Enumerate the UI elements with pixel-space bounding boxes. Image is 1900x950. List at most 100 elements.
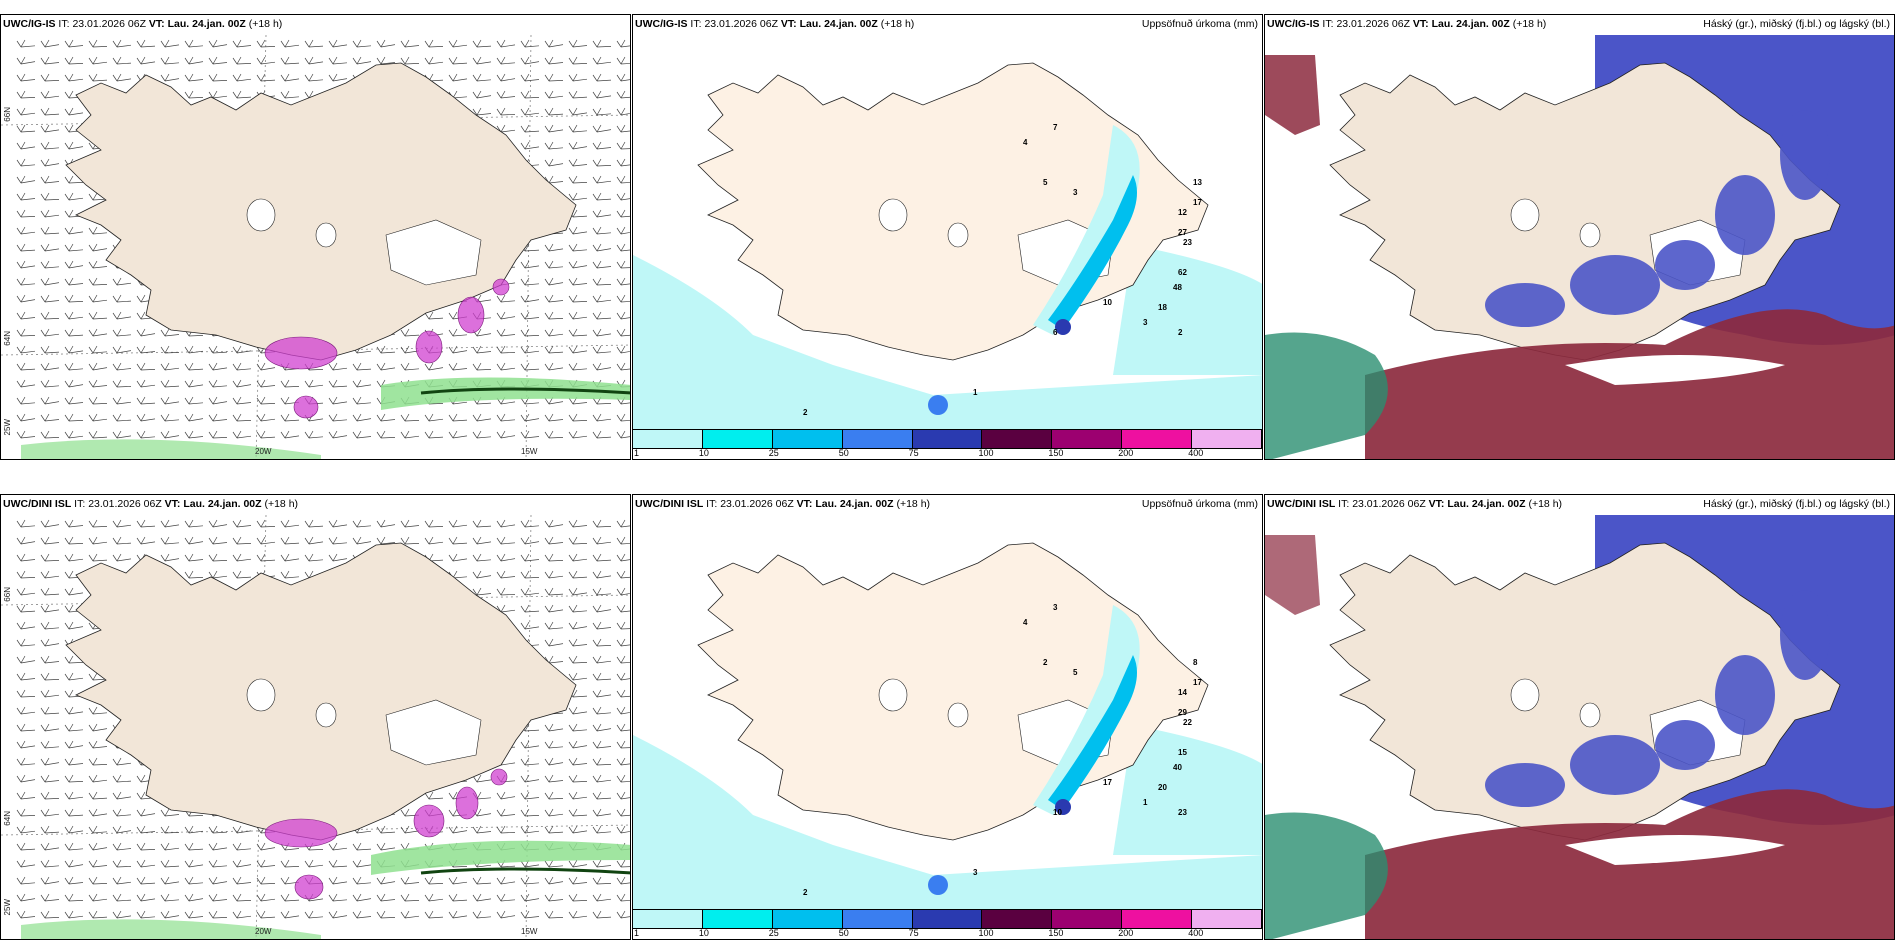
wind-barb [592,604,612,613]
wind-barb [448,519,468,528]
wind-barb [16,209,36,218]
wind-barb [616,638,630,647]
precip-peak [928,395,948,415]
wind-barb [88,825,108,834]
wind-barb [544,277,564,286]
snow-area [457,296,485,334]
wind-barb [232,90,252,99]
wind-barb [280,39,300,48]
wind-barb [112,893,132,902]
wind-barb [472,107,492,116]
wind-barb [160,379,180,388]
wind-barb [544,791,564,800]
wind-barb [40,587,60,596]
wind-barb [304,519,324,528]
cloud-mid-patch [1780,110,1830,200]
wind-barb [520,73,540,82]
wind-barb [160,910,180,919]
snow-area [264,818,338,848]
clear-sky-area [1565,835,1785,865]
wind-barb [16,587,36,596]
wind-barb [16,277,36,286]
wind-barb [64,842,84,851]
wind-barb [616,740,630,749]
wind-barb [616,430,630,439]
wind-barb [232,910,252,919]
wind-barb [520,294,540,303]
wind-barb [184,39,204,48]
wind-barb [16,519,36,528]
wind-barb [616,328,630,337]
wind-barb [16,90,36,99]
rain-core [420,387,630,395]
wind-barb [88,430,108,439]
wind-barb [16,604,36,613]
wind-barb [520,124,540,133]
precip-area [1048,175,1137,330]
wind-barb [40,842,60,851]
wind-barb [184,56,204,65]
wind-barb [376,430,396,439]
wind-barb [568,774,588,783]
wind-barb [64,757,84,766]
wind-barb [160,825,180,834]
wind-barb [400,328,420,337]
wind-barb [520,910,540,919]
wind-barb [136,842,156,851]
wind-barb [208,430,228,439]
legend-swatch [912,430,983,448]
wind-barb [400,362,420,371]
wind-barb [64,791,84,800]
wind-barb [472,536,492,545]
wind-barb [592,825,612,834]
wind-barb [40,396,60,405]
wind-barb [136,910,156,919]
wind-barb [256,519,276,528]
wind-barb [40,791,60,800]
wind-barb [544,73,564,82]
wind-barb [520,413,540,422]
wind-barb [400,536,420,545]
wind-barb [16,430,36,439]
wind-barb [520,345,540,354]
precip-value-label: 18 [1158,303,1167,312]
wind-barb [496,808,516,817]
wind-barb [616,141,630,150]
wind-barb [136,345,156,354]
wind-barb [160,396,180,405]
wind-barb [16,740,36,749]
wind-barb [352,910,372,919]
wind-barb [40,706,60,715]
wind-barb [88,277,108,286]
panel-subtitle: Uppsöfnuð úrkoma (mm) [1141,18,1258,30]
wind-barb [520,740,540,749]
wind-barb [208,379,228,388]
wind-barb [424,430,444,439]
wind-barb [568,311,588,320]
wind-barb [112,430,132,439]
wind-barb [592,294,612,303]
wind-barb [64,910,84,919]
lat-label: 66N [3,107,12,122]
wind-barb [424,536,444,545]
wind-barb [16,621,36,630]
wind-barb [136,536,156,545]
wind-barb [208,413,228,422]
wind-barb [256,430,276,439]
wind-barb [184,536,204,545]
legend-swatch [772,430,843,448]
wind-barb [616,90,630,99]
precip-peak [1055,799,1071,815]
wind-barb [544,757,564,766]
iceland-coastline [1329,62,1841,361]
wind-barb [328,73,348,82]
wind-barb [616,536,630,545]
wind-barb [616,39,630,48]
wind-barb [544,345,564,354]
rain-core [420,867,630,875]
wind-barb [616,294,630,303]
wind-barb [184,825,204,834]
wind-barb [424,910,444,919]
wind-barb [472,570,492,579]
wind-barb [592,740,612,749]
